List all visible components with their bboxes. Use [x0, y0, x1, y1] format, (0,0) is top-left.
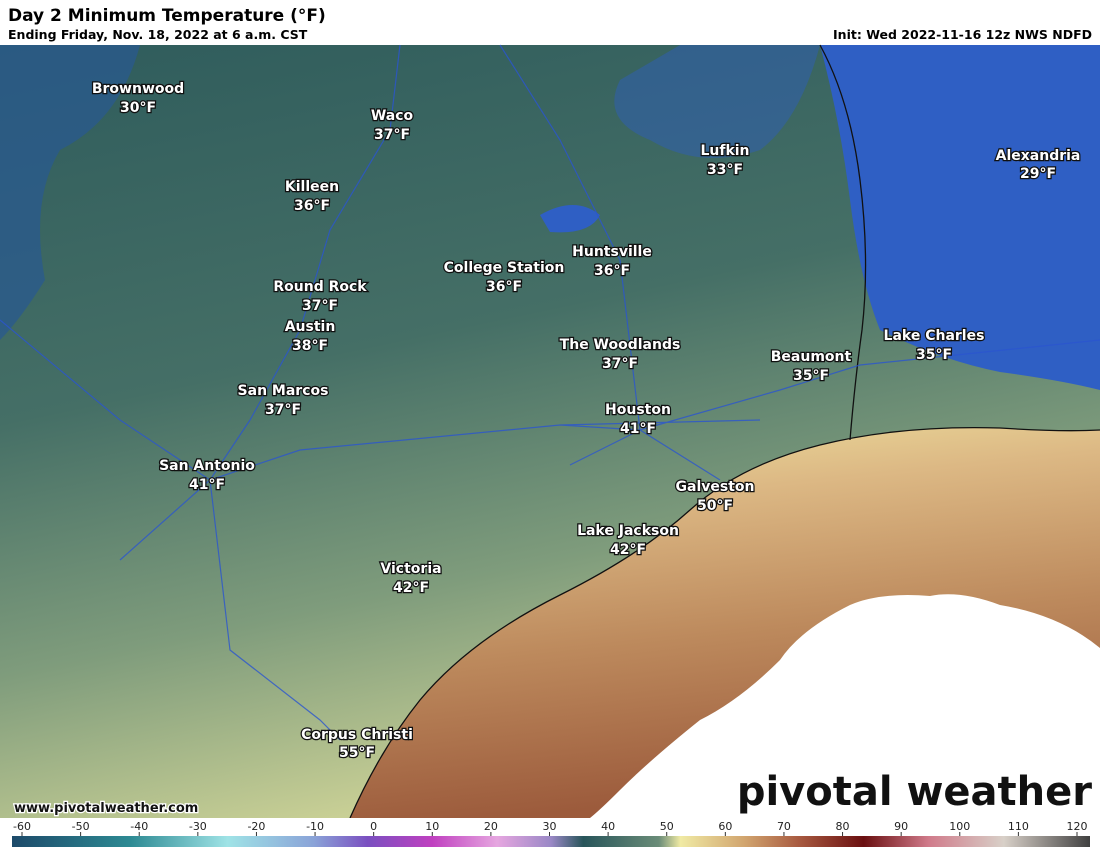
- city-temp: 33°F: [707, 162, 743, 178]
- city-temp: 37°F: [374, 127, 410, 143]
- colorbar-tick-label: -50: [72, 820, 90, 833]
- colorbar-tick-label: -40: [130, 820, 148, 833]
- city-name: Lake Charles: [884, 328, 985, 344]
- city-name: San Antonio: [159, 458, 255, 474]
- city-temp: 42°F: [393, 580, 429, 596]
- city-temp: 37°F: [602, 356, 638, 372]
- colorbar: [12, 836, 1090, 847]
- city-temp: 36°F: [594, 263, 630, 279]
- coastline: [349, 426, 1100, 819]
- colorbar-tick-label: 30: [543, 820, 557, 833]
- city-temp: 41°F: [189, 477, 225, 493]
- site-url: www.pivotalweather.com: [14, 801, 198, 816]
- brand-watermark: pivotal weather: [737, 769, 1092, 815]
- cold-region: [0, 45, 140, 340]
- colorbar-tick-label: 80: [836, 820, 850, 833]
- city-temp: 36°F: [294, 198, 330, 214]
- city-name: Beaumont: [771, 349, 852, 365]
- colorbar-tick-label: 100: [949, 820, 970, 833]
- city-labels: Brownwood 30°F Waco 37°F Killeen 36°F Round Ro…: [91, 80, 1082, 763]
- colorbar-tick-label: 110: [1008, 820, 1029, 833]
- no-data: [590, 594, 1100, 818]
- city-name: Huntsville: [572, 244, 652, 260]
- state-border: [819, 44, 867, 441]
- city-temp: 42°F: [610, 542, 646, 558]
- colorbar-tick-label: 60: [718, 820, 732, 833]
- cold-region: [820, 45, 1100, 390]
- colorbar-tick-label: -60: [13, 820, 31, 833]
- colorbar-tick-label: 70: [777, 820, 791, 833]
- city-temp: 30°F: [120, 100, 156, 116]
- title: Day 2 Minimum Temperature (°F): [8, 6, 326, 26]
- city-name: Brownwood: [92, 81, 184, 97]
- colorbar-tick-label: 20: [484, 820, 498, 833]
- city-temp: 29°F: [1020, 166, 1056, 182]
- colorbar-ticks: -60 -50 -40 -30 -20 -10 0 10 20 30 40 50 60 70 80 90 100…: [13, 820, 1088, 836]
- colorbar-tick-label: 10: [425, 820, 439, 833]
- highway: [0, 44, 1100, 741]
- colorbar-tick-label: 120: [1067, 820, 1088, 833]
- city-name: Alexandria: [996, 148, 1081, 164]
- cold-region: [540, 205, 600, 233]
- city-name: Killeen: [285, 179, 339, 195]
- city-temp: 35°F: [793, 368, 829, 384]
- city-temp: 36°F: [486, 279, 522, 295]
- colorbar-tick-label: -10: [306, 820, 324, 833]
- city-name: Round Rock: [273, 279, 367, 295]
- colorbar-tick-label: 90: [894, 820, 908, 833]
- city-temp: 50°F: [697, 498, 733, 514]
- city-name: College Station: [444, 260, 565, 276]
- city-name: Houston: [605, 402, 671, 418]
- header-bg: [0, 0, 1100, 45]
- city-temp: 35°F: [916, 347, 952, 363]
- city-name: The Woodlands: [560, 337, 681, 353]
- city-name: Victoria: [380, 561, 441, 577]
- colorbar-tick-label: -30: [189, 820, 207, 833]
- colorbar-tick-label: -20: [247, 820, 265, 833]
- city-temp: 41°F: [620, 421, 656, 437]
- city-name: San Marcos: [238, 383, 329, 399]
- city-name: Galveston: [676, 479, 755, 495]
- city-temp: 37°F: [302, 298, 338, 314]
- city-name: Austin: [285, 319, 336, 335]
- city-name: Lake Jackson: [577, 523, 679, 539]
- city-temp: 38°F: [292, 338, 328, 354]
- city-name: Lufkin: [700, 143, 749, 159]
- colorbar-tick-label: 50: [660, 820, 674, 833]
- city-temp: 37°F: [265, 402, 301, 418]
- city-name: Waco: [371, 108, 414, 124]
- map-layer: [0, 44, 1100, 819]
- colorbar-tick-label: 40: [601, 820, 615, 833]
- subtitle: Ending Friday, Nov. 18, 2022 at 6 a.m. C…: [8, 27, 308, 42]
- city-temp: 55°F: [339, 745, 375, 761]
- cold-region: [614, 45, 820, 158]
- city-name: Corpus Christi: [301, 727, 413, 743]
- init-time: Init: Wed 2022-11-16 12z NWS NDFD: [833, 27, 1092, 42]
- colorbar-tick-label: 0: [370, 820, 377, 833]
